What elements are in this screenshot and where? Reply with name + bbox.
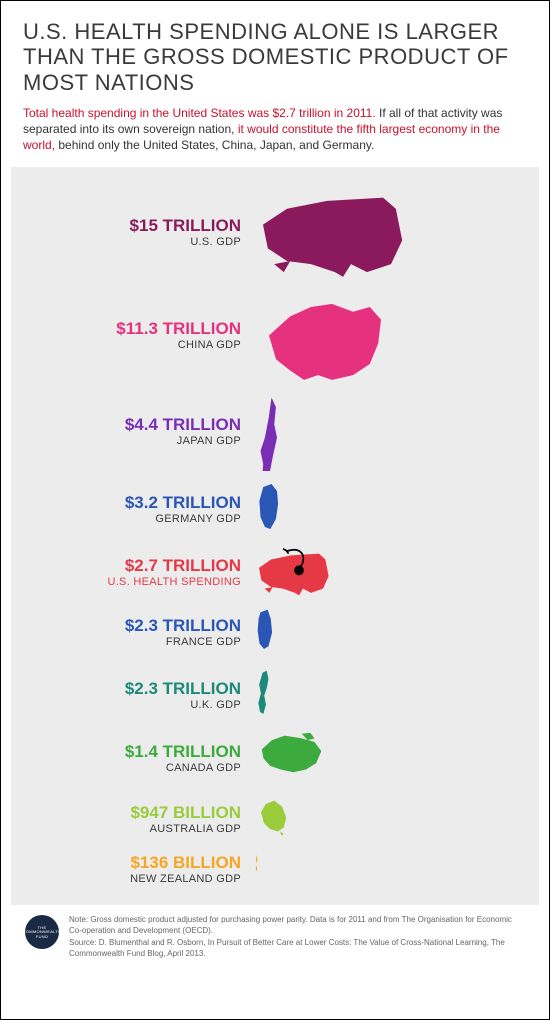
name-label: GERMANY GDP (25, 513, 241, 525)
value-label: $136 BILLION (25, 854, 241, 871)
chart-row: $1.4 TRILLION CANADA GDP (25, 731, 525, 786)
chart-row: $2.3 TRILLION FRANCE GDP (25, 605, 525, 660)
chart-row: $11.3 TRILLION CHINA GDP (25, 288, 525, 383)
map-shape-icon (255, 185, 415, 280)
value-label: $2.7 TRILLION (25, 557, 241, 574)
chart-row: $2.3 TRILLION U.K. GDP (25, 668, 525, 723)
value-label: $947 BILLION (25, 804, 241, 821)
value-label: $2.3 TRILLION (25, 617, 241, 634)
name-label: AUSTRALIA GDP (25, 823, 241, 835)
subhead-hl1: Total health spending in the United Stat… (23, 106, 376, 120)
map-shape-icon (255, 547, 335, 597)
footer: THE COMMONWEALTH FUND Note: Gross domest… (11, 905, 539, 972)
value-label: $3.2 TRILLION (25, 494, 241, 511)
name-label: U.K. GDP (25, 699, 241, 711)
footnotes: Note: Gross domestic product adjusted fo… (69, 915, 525, 960)
value-label: $4.4 TRILLION (25, 416, 241, 433)
name-label: CHINA GDP (25, 339, 241, 351)
chart-row: $3.2 TRILLION GERMANY GDP (25, 479, 525, 539)
chart-row: $4.4 TRILLION JAPAN GDP (25, 391, 525, 471)
chart-row: $15 TRILLION U.S. GDP (25, 185, 525, 280)
subhead-p4: behind only the United States, China, Ja… (55, 138, 374, 152)
chart-row: $136 BILLION NEW ZEALAND GDP (25, 852, 525, 887)
map-shape-icon (255, 479, 310, 539)
name-label: JAPAN GDP (25, 435, 241, 447)
footnote-source: Source: D. Blumenthal and R. Osborn, In … (69, 938, 525, 960)
logo-text: THE COMMONWEALTH FUND (23, 926, 62, 939)
map-shape-icon (255, 605, 300, 660)
name-label: U.S. HEALTH SPENDING (25, 576, 241, 588)
value-label: $1.4 TRILLION (25, 743, 241, 760)
footnote-note: Note: Gross domestic product adjusted fo… (69, 915, 525, 937)
name-label: FRANCE GDP (25, 636, 241, 648)
name-label: NEW ZEALAND GDP (25, 873, 241, 885)
commonwealth-fund-logo-icon: THE COMMONWEALTH FUND (25, 915, 59, 949)
map-shape-icon (255, 852, 273, 887)
chart-area: $15 TRILLION U.S. GDP $11.3 TRILLION CHINA … (11, 167, 539, 905)
name-label: U.S. GDP (25, 236, 241, 248)
map-shape-icon (255, 731, 340, 786)
map-shape-icon (255, 391, 310, 471)
headline: U.S. HEALTH SPENDING ALONE IS LARGER THA… (23, 19, 527, 95)
value-label: $11.3 TRILLION (25, 320, 241, 337)
map-shape-icon (255, 794, 315, 844)
name-label: CANADA GDP (25, 762, 241, 774)
chart-row: $947 BILLION AUSTRALIA GDP (25, 794, 525, 844)
map-shape-icon (255, 288, 395, 383)
chart-row: $2.7 TRILLION U.S. HEALTH SPENDING (25, 547, 525, 597)
value-label: $15 TRILLION (25, 217, 241, 234)
subhead: Total health spending in the United Stat… (23, 105, 527, 154)
map-shape-icon (255, 668, 297, 723)
value-label: $2.3 TRILLION (25, 680, 241, 697)
